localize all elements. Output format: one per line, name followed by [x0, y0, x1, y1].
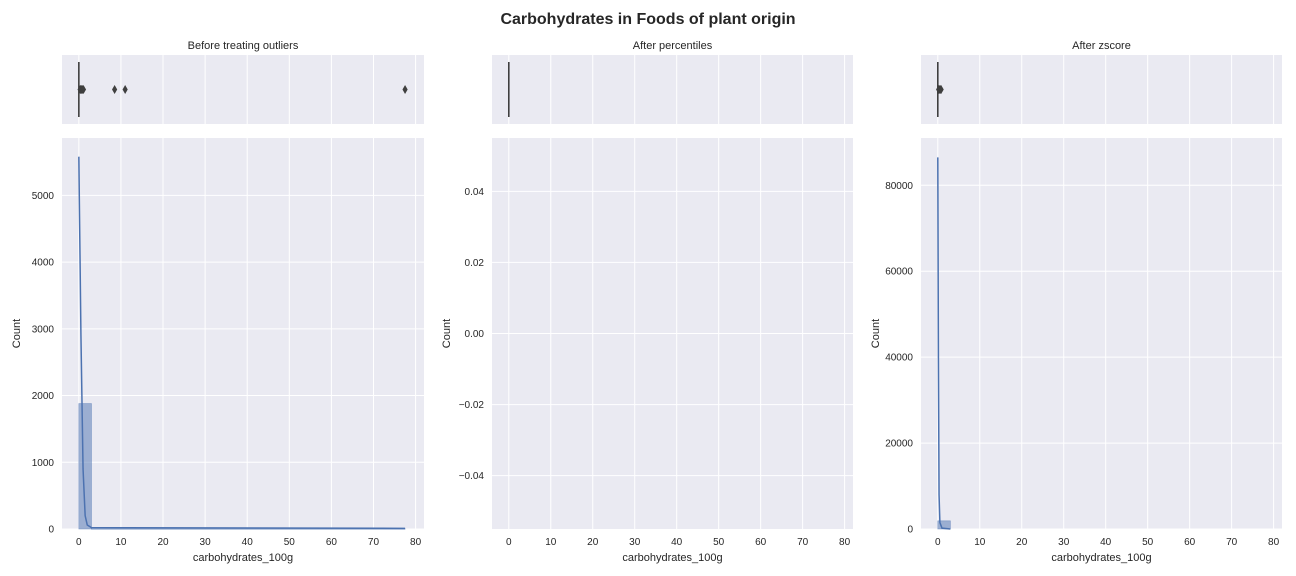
y-tick-label: 3000 — [32, 324, 55, 335]
x-tick-label: 80 — [410, 537, 422, 548]
x-axis-label: carbohydrates_100g — [622, 552, 722, 564]
boxplot-outlier — [122, 85, 128, 94]
x-tick-label: 0 — [506, 537, 512, 548]
x-tick-label: 50 — [1142, 537, 1154, 548]
x-tick-label: 50 — [284, 537, 296, 548]
boxplot-axes — [492, 55, 853, 124]
y-tick-label: 2000 — [32, 391, 55, 402]
y-tick-label: 80000 — [885, 181, 913, 192]
panel-title: Before treating outliers — [188, 40, 299, 52]
x-tick-label: 40 — [671, 537, 683, 548]
y-tick-label: 4000 — [32, 258, 55, 269]
kde-line — [937, 157, 951, 530]
x-tick-label: 0 — [76, 537, 82, 548]
x-tick-label: 10 — [545, 537, 557, 548]
x-tick-label: 40 — [242, 537, 254, 548]
y-axis-label: Count — [11, 319, 23, 348]
x-tick-label: 30 — [629, 537, 641, 548]
x-tick-label: 20 — [1016, 537, 1028, 548]
panels: Before treating outliers 0 10 20 30 40 50 60 70 8… — [11, 40, 1282, 564]
x-tick-label: 70 — [368, 537, 380, 548]
boxplot-axes — [921, 55, 1282, 124]
x-tick-label: 80 — [1268, 537, 1280, 548]
x-tick-label: 50 — [713, 537, 725, 548]
y-tick-label: 0.00 — [465, 329, 485, 340]
panel-title: After zscore — [1072, 40, 1131, 52]
x-tick-label: 30 — [1058, 537, 1070, 548]
panel-3: After zscore 0 10 20 30 40 50 60 70 80 0 20000 40000… — [870, 40, 1282, 564]
x-tick-label: 60 — [755, 537, 767, 548]
y-tick-label: 0 — [48, 525, 54, 536]
panel-1: Before treating outliers 0 10 20 30 40 50 60 70 8… — [11, 40, 424, 564]
kde-line — [78, 156, 406, 530]
x-tick-label: 30 — [200, 537, 212, 548]
x-tick-label: 0 — [935, 537, 941, 548]
panel-2: After percentiles 0 10 20 30 40 50 60 70 80 −0.04 −… — [441, 40, 853, 564]
y-tick-label: 0 — [907, 525, 913, 536]
x-tick-label: 20 — [157, 537, 169, 548]
x-tick-label: 60 — [326, 537, 338, 548]
boxplot-outlier — [112, 85, 118, 94]
histogram-axes — [62, 138, 424, 529]
y-tick-label: −0.04 — [459, 471, 485, 482]
y-tick-label: 1000 — [32, 458, 55, 469]
x-axis-label: carbohydrates_100g — [1051, 552, 1151, 564]
y-tick-label: 40000 — [885, 353, 913, 364]
panel-title: After percentiles — [633, 40, 713, 52]
x-tick-label: 60 — [1184, 537, 1196, 548]
y-tick-label: 0.02 — [465, 258, 485, 269]
x-tick-label: 80 — [839, 537, 851, 548]
y-tick-label: 60000 — [885, 267, 913, 278]
y-tick-label: 5000 — [32, 191, 55, 202]
x-tick-label: 40 — [1100, 537, 1112, 548]
figure-title: Carbohydrates in Foods of plant origin — [500, 11, 795, 28]
y-tick-label: 0.04 — [465, 187, 485, 198]
histogram-axes — [921, 138, 1282, 529]
y-tick-label: 20000 — [885, 439, 913, 450]
x-axis-label: carbohydrates_100g — [193, 552, 293, 564]
x-tick-label: 10 — [115, 537, 127, 548]
x-tick-label: 10 — [974, 537, 986, 548]
boxplot-outlier — [402, 85, 408, 94]
x-tick-label: 20 — [587, 537, 599, 548]
x-tick-label: 70 — [797, 537, 809, 548]
boxplot-outlier — [938, 85, 944, 94]
y-tick-label: −0.02 — [459, 400, 485, 411]
x-tick-label: 70 — [1226, 537, 1238, 548]
boxplot-axes — [62, 55, 424, 124]
y-axis-label: Count — [870, 319, 882, 348]
y-axis-label: Count — [441, 319, 453, 348]
boxplot-outlier — [80, 85, 87, 94]
